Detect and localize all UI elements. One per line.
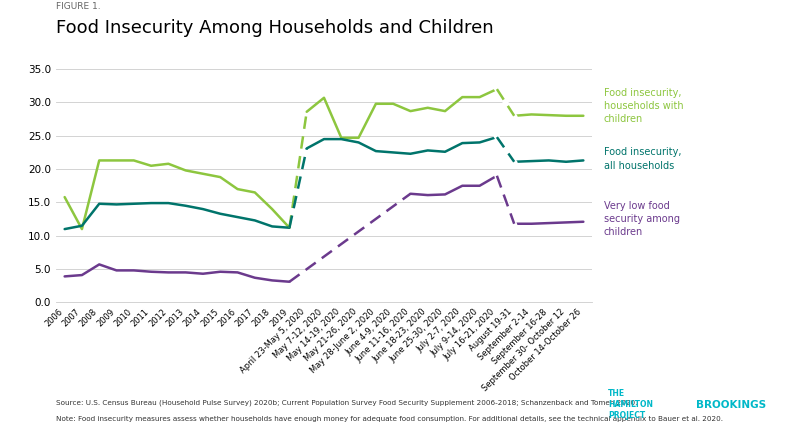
Text: Food insecurity,
households with
children: Food insecurity, households with childre… — [604, 88, 684, 124]
Text: Food Insecurity Among Households and Children: Food Insecurity Among Households and Chi… — [56, 19, 494, 38]
Text: FIGURE 1.: FIGURE 1. — [56, 2, 101, 11]
Text: Very low food
security among
children: Very low food security among children — [604, 201, 680, 237]
Text: Note: Food insecurity measures assess whether households have enough money for a: Note: Food insecurity measures assess wh… — [56, 416, 723, 422]
Text: BROOKINGS: BROOKINGS — [696, 400, 766, 410]
Text: Food insecurity,
all households: Food insecurity, all households — [604, 147, 682, 171]
Text: Source: U.S. Census Bureau (Household Pulse Survey) 2020b; Current Population Su: Source: U.S. Census Bureau (Household Pu… — [56, 400, 638, 406]
Text: THE
HAMILTON
PROJECT: THE HAMILTON PROJECT — [608, 389, 653, 420]
